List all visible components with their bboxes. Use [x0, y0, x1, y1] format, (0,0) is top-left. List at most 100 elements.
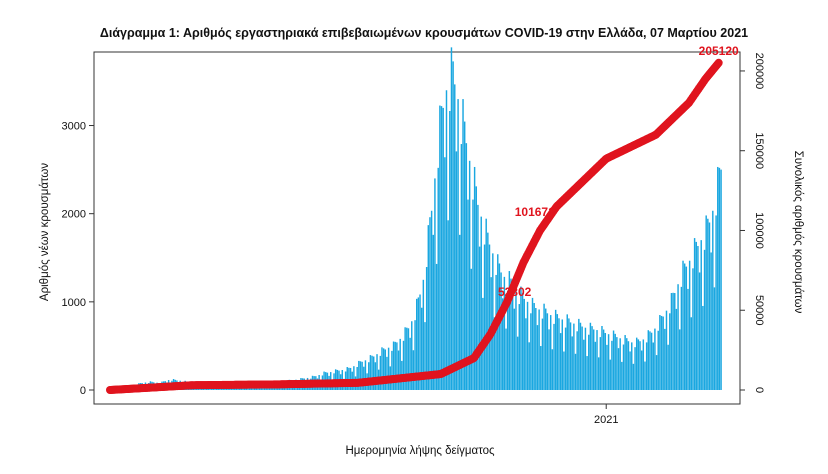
bar	[692, 268, 694, 390]
bar	[576, 331, 578, 390]
bar	[616, 337, 618, 390]
bar	[660, 315, 663, 390]
bar	[470, 268, 473, 390]
bar	[563, 351, 565, 390]
bar	[601, 326, 603, 390]
bar	[553, 323, 555, 390]
bar	[531, 297, 534, 391]
bar	[518, 304, 520, 390]
bar	[624, 335, 626, 390]
bar	[717, 166, 719, 390]
bar	[533, 302, 535, 390]
bar	[516, 336, 519, 390]
bar	[551, 349, 554, 390]
bar	[500, 272, 502, 390]
bar	[635, 337, 638, 390]
bar	[568, 318, 570, 390]
bar	[387, 347, 390, 390]
bar	[459, 234, 461, 390]
bar	[462, 99, 464, 390]
y2-tick-label: 200000	[753, 53, 765, 90]
bar	[538, 309, 540, 390]
cumulative-line	[106, 58, 723, 394]
bar	[359, 361, 362, 390]
bar	[391, 350, 393, 390]
bar	[687, 288, 689, 390]
bar	[472, 199, 474, 390]
bar	[574, 353, 577, 390]
bar	[376, 354, 378, 390]
bar	[439, 105, 441, 390]
bar	[546, 313, 549, 390]
y-tick-label: 1000	[62, 297, 86, 309]
bar	[720, 169, 722, 390]
bar	[645, 342, 648, 390]
bar	[655, 355, 658, 390]
bar	[710, 252, 712, 390]
bar	[586, 356, 588, 390]
bar	[621, 361, 623, 390]
x-axis: 2021	[594, 404, 618, 426]
bar	[427, 225, 430, 390]
bar	[399, 338, 401, 390]
bar	[640, 350, 643, 390]
bar	[708, 222, 711, 390]
bar	[652, 342, 654, 390]
bar	[573, 323, 575, 390]
bar	[467, 199, 469, 390]
bar	[548, 329, 550, 390]
bar	[535, 308, 537, 390]
bar	[540, 346, 542, 390]
y-tick-label: 2000	[62, 209, 86, 221]
bar	[561, 319, 564, 390]
bar	[647, 330, 650, 390]
bar	[404, 327, 406, 390]
bar	[597, 357, 600, 390]
bar	[454, 84, 456, 390]
bar	[368, 362, 370, 390]
bar	[420, 307, 423, 390]
annotation-label: 52802	[498, 285, 532, 299]
bar	[424, 322, 426, 390]
bar	[468, 160, 471, 390]
bar	[712, 210, 714, 390]
bar	[690, 317, 693, 390]
bar	[693, 238, 696, 390]
bar	[617, 348, 620, 390]
bar	[452, 61, 454, 390]
bar	[442, 107, 444, 390]
daily-bars	[111, 47, 722, 391]
bar	[425, 267, 428, 390]
bar	[435, 263, 438, 390]
bar	[631, 342, 633, 390]
bar	[465, 143, 468, 390]
x-tick-label: 2021	[594, 414, 618, 426]
bar	[498, 263, 501, 390]
bar	[381, 347, 383, 390]
bar	[416, 298, 418, 390]
bar	[606, 344, 608, 390]
bar	[541, 318, 544, 390]
bar	[473, 166, 476, 390]
bar	[414, 320, 416, 390]
bar	[525, 318, 527, 390]
y2-axis-label: Συνολικός αριθμός κρουσμάτων	[792, 151, 804, 314]
bar	[698, 272, 701, 390]
bar	[665, 310, 668, 390]
bar	[626, 338, 628, 390]
plot-frame	[93, 51, 741, 405]
bar	[536, 325, 539, 390]
bar	[559, 333, 562, 390]
bar	[530, 313, 532, 390]
bar	[409, 337, 411, 390]
annotations: 205120 101671 52802	[498, 44, 739, 299]
bar	[702, 305, 704, 390]
bar	[488, 244, 491, 390]
bar	[596, 330, 598, 390]
bar	[639, 341, 641, 390]
bar	[371, 355, 373, 390]
bar	[374, 362, 377, 390]
bar	[379, 355, 382, 390]
bar	[558, 318, 560, 390]
bar	[545, 308, 547, 390]
